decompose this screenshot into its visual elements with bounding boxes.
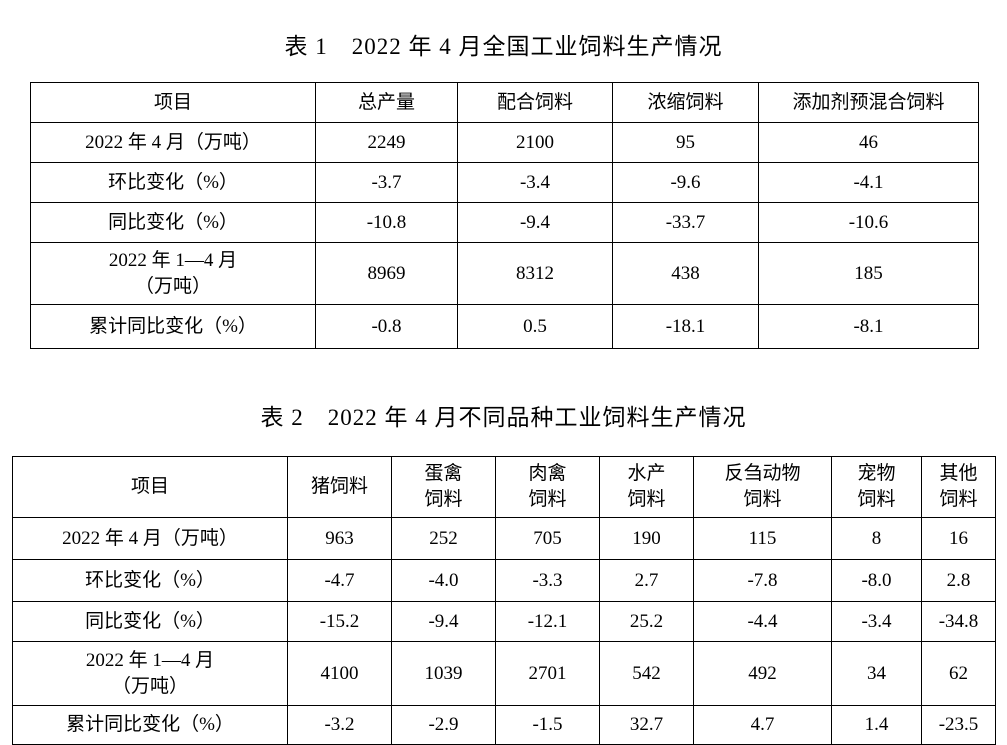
row-label: 2022 年 1—4 月 （万吨） — [30, 242, 316, 305]
data-cell: -4.0 — [391, 559, 496, 602]
data-cell: 492 — [693, 641, 832, 706]
table2-header-aquatic-feed: 水产 饲料 — [599, 456, 694, 518]
data-cell: 705 — [495, 517, 600, 560]
table-row: 2022 年 1—4 月 （万吨） 8969 8312 438 185 — [30, 242, 979, 305]
data-cell: -3.7 — [315, 162, 458, 203]
table1-header-compound-feed: 配合饲料 — [457, 82, 613, 123]
table2-header-pet-feed: 宠物 饲料 — [831, 456, 922, 518]
table2-header-meat-poultry-feed: 肉禽 饲料 — [495, 456, 600, 518]
data-cell: -18.1 — [612, 304, 759, 349]
data-cell: 32.7 — [599, 705, 694, 745]
table1-caption: 表 1 2022 年 4 月全国工业饲料生产情况 — [284, 34, 723, 59]
data-cell: 95 — [612, 122, 759, 163]
data-cell: 2249 — [315, 122, 458, 163]
row-label: 环比变化（%） — [30, 162, 316, 203]
row-label: 2022 年 1—4 月 （万吨） — [12, 641, 288, 706]
data-cell: -1.5 — [495, 705, 600, 745]
table-feed-production-by-variety: 项目 猪饲料 蛋禽 饲料 肉禽 饲料 水产 饲料 反刍动物 饲料 宠物 饲料 其… — [12, 456, 996, 745]
data-cell: 1.4 — [831, 705, 922, 745]
data-cell: 185 — [758, 242, 979, 305]
row-label: 环比变化（%） — [12, 559, 288, 602]
data-cell: 2.7 — [599, 559, 694, 602]
data-cell: 34 — [831, 641, 922, 706]
data-cell: 252 — [391, 517, 496, 560]
data-cell: -8.1 — [758, 304, 979, 349]
row-label: 累计同比变化（%） — [12, 705, 288, 745]
data-cell: 25.2 — [599, 601, 694, 642]
table-row: 2022 年 4 月（万吨） 2249 2100 95 46 — [30, 122, 979, 163]
data-cell: 4.7 — [693, 705, 832, 745]
data-cell: -2.9 — [391, 705, 496, 745]
table1-header-premix-feed: 添加剂预混合饲料 — [758, 82, 979, 123]
data-cell: -12.1 — [495, 601, 600, 642]
table2-header-egg-poultry-feed: 蛋禽 饲料 — [391, 456, 496, 518]
table2-header-other-feed: 其他 饲料 — [921, 456, 996, 518]
table-row: 2022 年 4 月（万吨） 963 252 705 190 115 8 16 — [12, 517, 996, 560]
row-label: 同比变化（%） — [30, 202, 316, 243]
table-row: 累计同比变化（%） -3.2 -2.9 -1.5 32.7 4.7 1.4 -2… — [12, 705, 996, 745]
data-cell: -8.0 — [831, 559, 922, 602]
data-cell: 0.5 — [457, 304, 613, 349]
data-cell: 8312 — [457, 242, 613, 305]
table-row: 2022 年 1—4 月 （万吨） 4100 1039 2701 542 492… — [12, 641, 996, 706]
table-row: 环比变化（%） -3.7 -3.4 -9.6 -4.1 — [30, 162, 979, 203]
data-cell: -10.6 — [758, 202, 979, 243]
data-cell: -3.3 — [495, 559, 600, 602]
data-cell: -10.8 — [315, 202, 458, 243]
data-cell: -7.8 — [693, 559, 832, 602]
data-cell: -23.5 — [921, 705, 996, 745]
data-cell: -3.4 — [831, 601, 922, 642]
data-cell: -3.2 — [287, 705, 392, 745]
data-cell: 46 — [758, 122, 979, 163]
data-cell: -33.7 — [612, 202, 759, 243]
data-cell: -9.4 — [391, 601, 496, 642]
data-cell: 8 — [831, 517, 922, 560]
data-cell: 2100 — [457, 122, 613, 163]
data-cell: 62 — [921, 641, 996, 706]
data-cell: 4100 — [287, 641, 392, 706]
table-row: 同比变化（%） -15.2 -9.4 -12.1 25.2 -4.4 -3.4 … — [12, 601, 996, 642]
data-cell: -9.6 — [612, 162, 759, 203]
table1-header-row: 项目 总产量 配合饲料 浓缩饲料 添加剂预混合饲料 — [30, 82, 979, 123]
table1-header-total-output: 总产量 — [315, 82, 458, 123]
data-cell: 190 — [599, 517, 694, 560]
table2-caption: 表 2 2022 年 4 月不同品种工业饲料生产情况 — [260, 405, 747, 430]
data-cell: 2.8 — [921, 559, 996, 602]
data-cell: 963 — [287, 517, 392, 560]
data-cell: 8969 — [315, 242, 458, 305]
data-cell: 542 — [599, 641, 694, 706]
data-cell: -4.4 — [693, 601, 832, 642]
row-label: 累计同比变化（%） — [30, 304, 316, 349]
data-cell: -4.7 — [287, 559, 392, 602]
table-national-feed-production: 项目 总产量 配合饲料 浓缩饲料 添加剂预混合饲料 2022 年 4 月（万吨）… — [30, 82, 979, 349]
data-cell: 1039 — [391, 641, 496, 706]
table-row: 同比变化（%） -10.8 -9.4 -33.7 -10.6 — [30, 202, 979, 243]
data-cell: 115 — [693, 517, 832, 560]
row-label: 2022 年 4 月（万吨） — [30, 122, 316, 163]
row-label: 2022 年 4 月（万吨） — [12, 517, 288, 560]
table2-header-item: 项目 — [12, 456, 288, 518]
data-cell: -0.8 — [315, 304, 458, 349]
data-cell: -15.2 — [287, 601, 392, 642]
table2-header-pig-feed: 猪饲料 — [287, 456, 392, 518]
data-cell: -3.4 — [457, 162, 613, 203]
table1-header-concentrated-feed: 浓缩饲料 — [612, 82, 759, 123]
table1-header-item: 项目 — [30, 82, 316, 123]
data-cell: -9.4 — [457, 202, 613, 243]
data-cell: 438 — [612, 242, 759, 305]
data-cell: -4.1 — [758, 162, 979, 203]
data-cell: 16 — [921, 517, 996, 560]
table-row: 累计同比变化（%） -0.8 0.5 -18.1 -8.1 — [30, 304, 979, 349]
table2-header-ruminant-feed: 反刍动物 饲料 — [693, 456, 832, 518]
row-label: 同比变化（%） — [12, 601, 288, 642]
data-cell: 2701 — [495, 641, 600, 706]
table2-header-row: 项目 猪饲料 蛋禽 饲料 肉禽 饲料 水产 饲料 反刍动物 饲料 宠物 饲料 其… — [12, 456, 996, 518]
data-cell: -34.8 — [921, 601, 996, 642]
table-row: 环比变化（%） -4.7 -4.0 -3.3 2.7 -7.8 -8.0 2.8 — [12, 559, 996, 602]
